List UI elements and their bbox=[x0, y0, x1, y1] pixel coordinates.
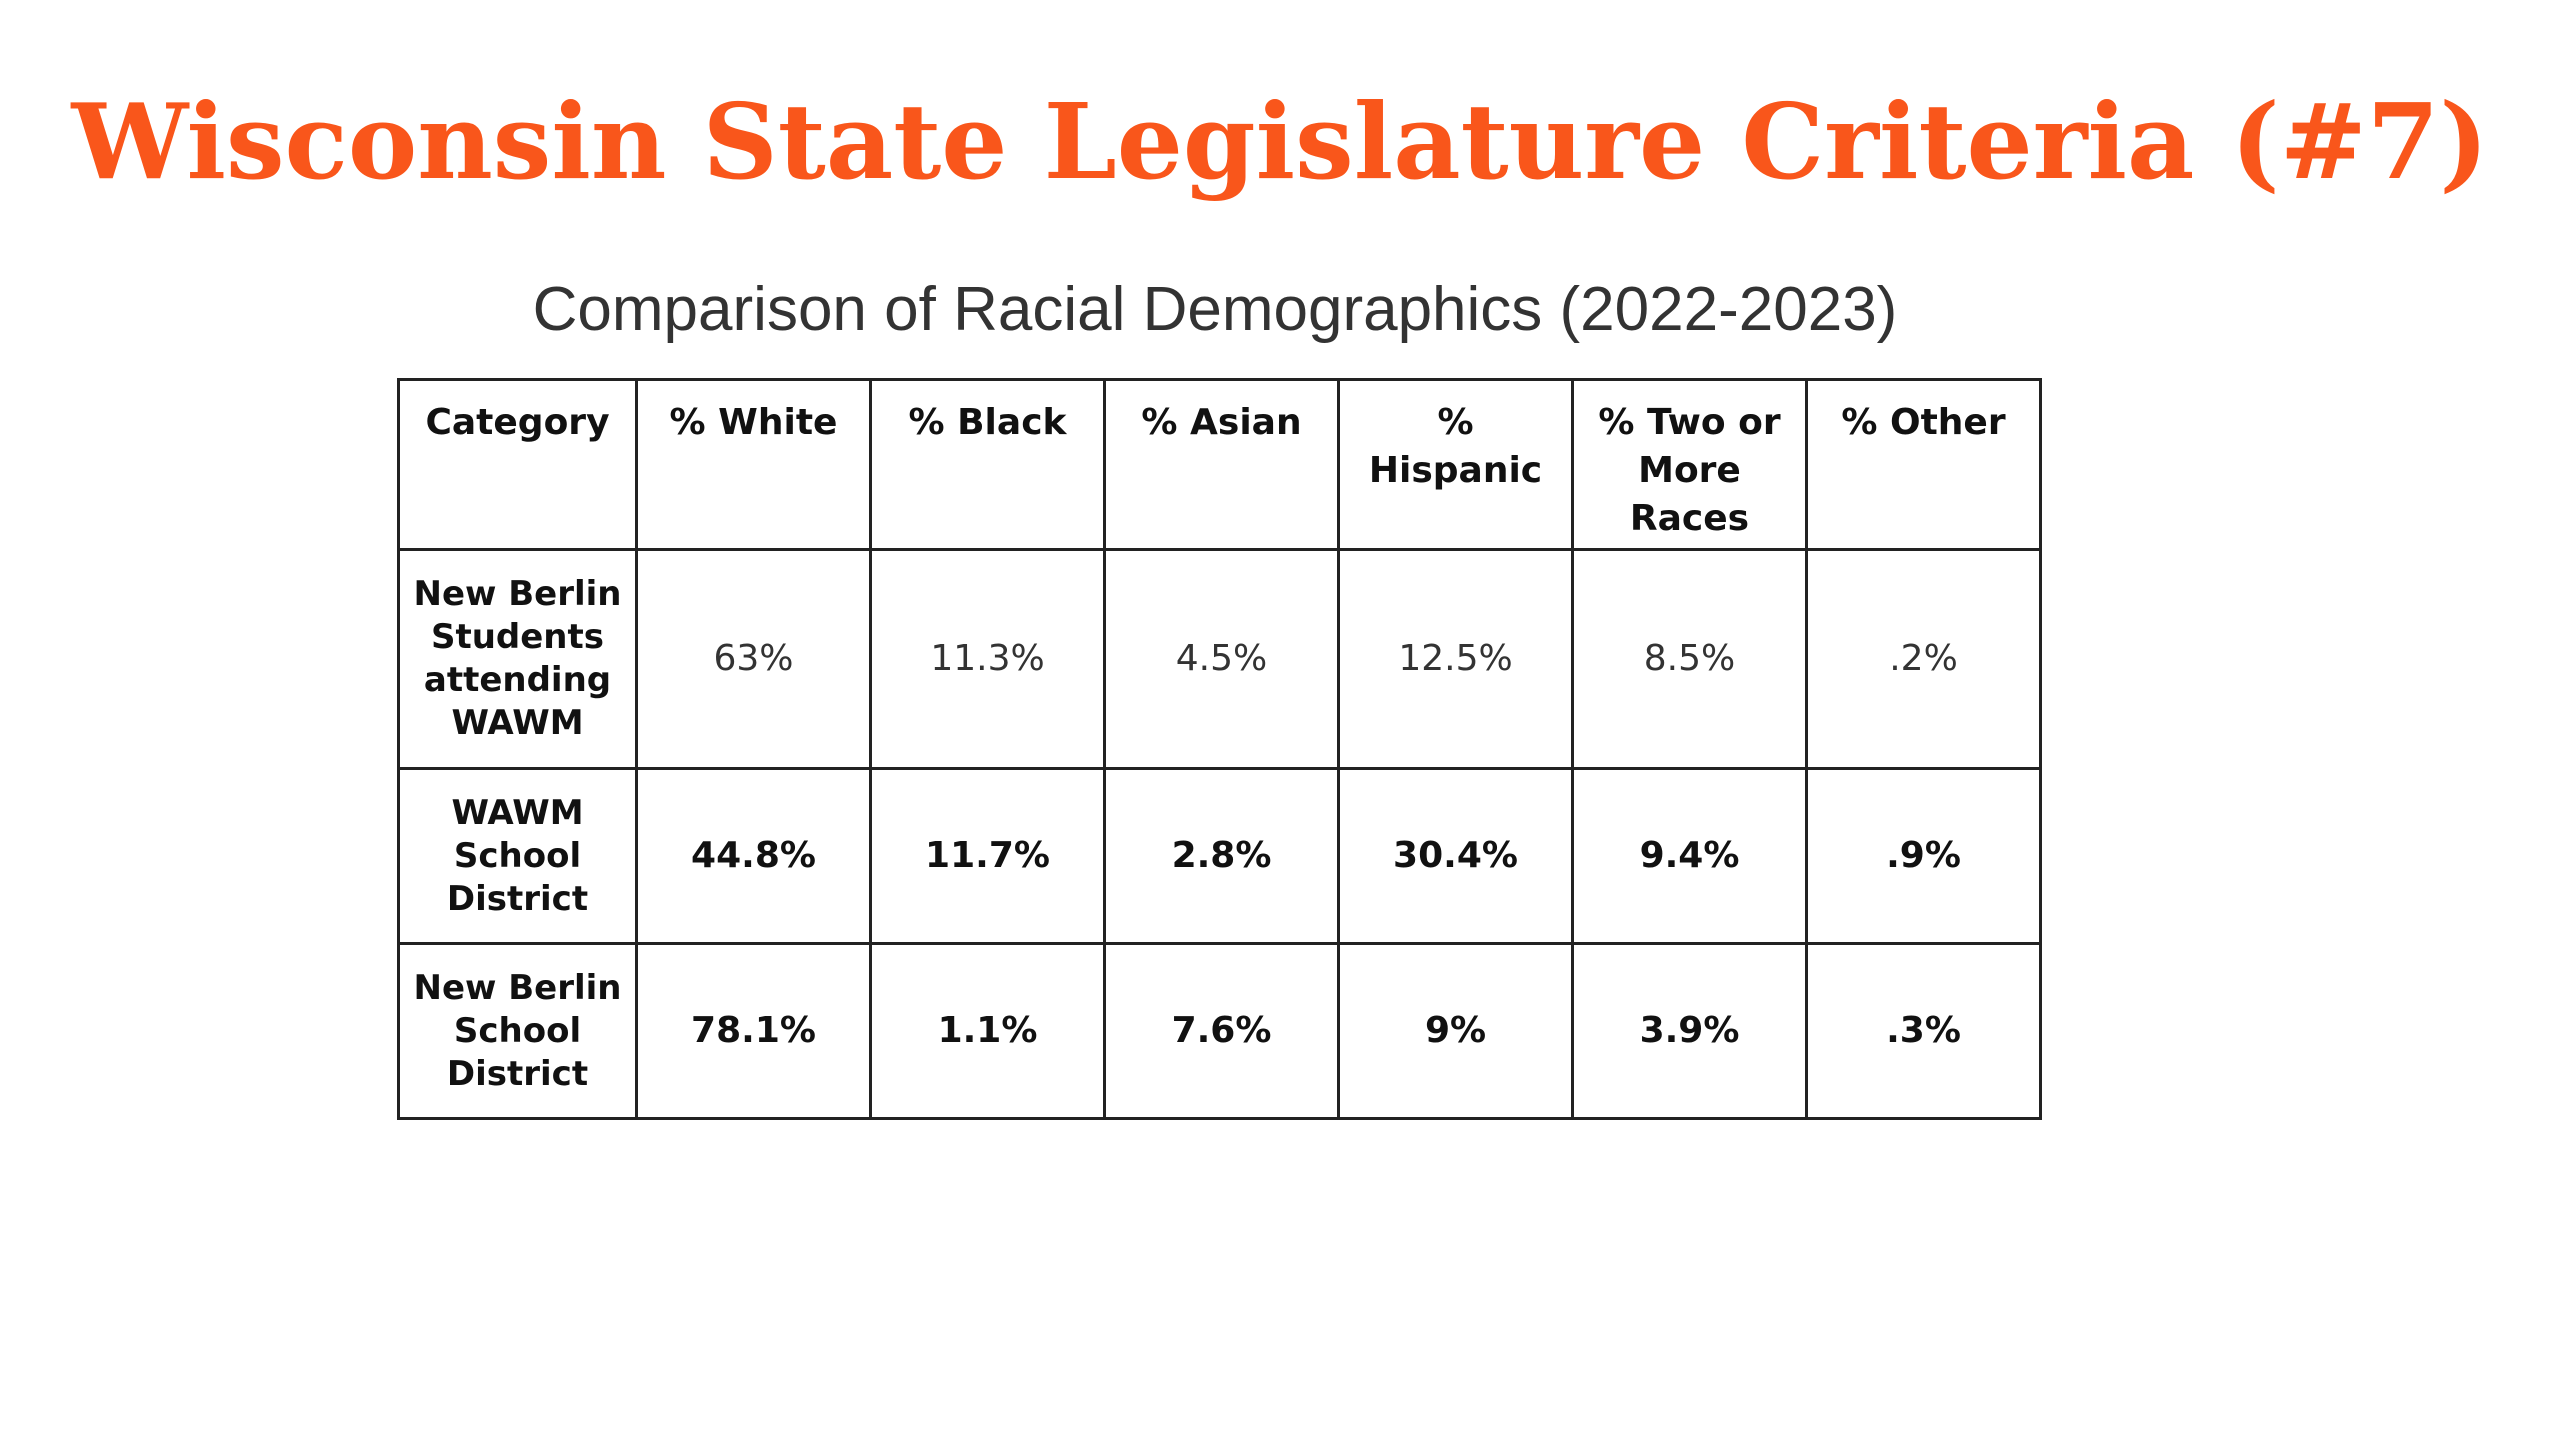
table-row: New Berlin Students attending WAWM 63% 1… bbox=[397, 548, 2042, 770]
table-cell: 44.8% bbox=[635, 767, 872, 945]
table-row: WAWM School District 44.8% 11.7% 2.8% 30… bbox=[397, 767, 2042, 945]
table-header-row: Category % White % Black % Asian % Hispa… bbox=[397, 378, 2042, 551]
table-cell: 11.3% bbox=[869, 548, 1106, 770]
table-cell: 78.1% bbox=[635, 942, 872, 1120]
column-header-other: % Other bbox=[1805, 378, 2042, 551]
table-cell: 3.9% bbox=[1571, 942, 1808, 1120]
demographics-table: Category % White % Black % Asian % Hispa… bbox=[397, 378, 2042, 1120]
table-cell: 9.4% bbox=[1571, 767, 1808, 945]
table-cell: 30.4% bbox=[1337, 767, 1574, 945]
row-category-label: New Berlin School District bbox=[397, 942, 638, 1120]
table-cell: .9% bbox=[1805, 767, 2042, 945]
column-header-category: Category bbox=[397, 378, 638, 551]
table-cell: 8.5% bbox=[1571, 548, 1808, 770]
table-cell: .3% bbox=[1805, 942, 2042, 1120]
row-category-label: New Berlin Students attending WAWM bbox=[397, 548, 638, 770]
table-cell: 12.5% bbox=[1337, 548, 1574, 770]
table-cell: 9% bbox=[1337, 942, 1574, 1120]
table-cell: 1.1% bbox=[869, 942, 1106, 1120]
column-header-asian: % Asian bbox=[1103, 378, 1340, 551]
column-header-hispanic: % Hispanic bbox=[1337, 378, 1574, 551]
table-cell: .2% bbox=[1805, 548, 2042, 770]
column-header-black: % Black bbox=[869, 378, 1106, 551]
table-cell: 4.5% bbox=[1103, 548, 1340, 770]
table-title: Comparison of Racial Demographics (2022-… bbox=[532, 275, 1898, 344]
table-cell: 63% bbox=[635, 548, 872, 770]
column-header-white: % White bbox=[635, 378, 872, 551]
table-cell: 2.8% bbox=[1103, 767, 1340, 945]
slide-title: Wisconsin State Legislature Criteria (#7… bbox=[71, 80, 2489, 203]
row-category-label: WAWM School District bbox=[397, 767, 638, 945]
table-cell: 11.7% bbox=[869, 767, 1106, 945]
column-header-two-or-more: % Two or More Races bbox=[1571, 378, 1808, 551]
table-row: New Berlin School District 78.1% 1.1% 7.… bbox=[397, 942, 2042, 1120]
table-cell: 7.6% bbox=[1103, 942, 1340, 1120]
